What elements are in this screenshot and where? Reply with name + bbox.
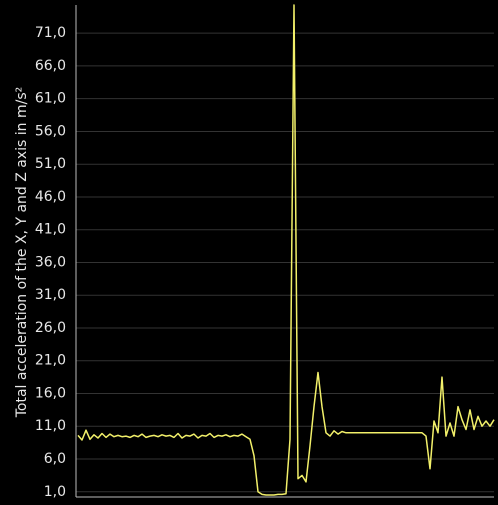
y-tick-label: 56,0 [35, 123, 66, 139]
y-tick-label: 61,0 [35, 91, 66, 107]
y-tick-label: 36,0 [35, 254, 66, 270]
y-tick-label: 31,0 [35, 287, 66, 303]
y-tick-label: 11,0 [35, 418, 66, 434]
y-axis-label: Total acceleration of the X, Y and Z axi… [14, 87, 30, 419]
y-tick-label: 6,0 [44, 451, 66, 467]
y-tick-label: 1,0 [44, 484, 66, 500]
y-tick-label: 41,0 [35, 222, 66, 238]
y-tick-label: 71,0 [35, 25, 66, 41]
y-tick-label: 46,0 [35, 189, 66, 205]
y-tick-label: 66,0 [35, 58, 66, 74]
data-line [77, 4, 495, 496]
y-tick-label: 51,0 [35, 156, 66, 172]
y-tick-label: 26,0 [35, 320, 66, 336]
y-tick-label: 16,0 [35, 385, 66, 401]
y-tick-label: 21,0 [35, 353, 66, 369]
